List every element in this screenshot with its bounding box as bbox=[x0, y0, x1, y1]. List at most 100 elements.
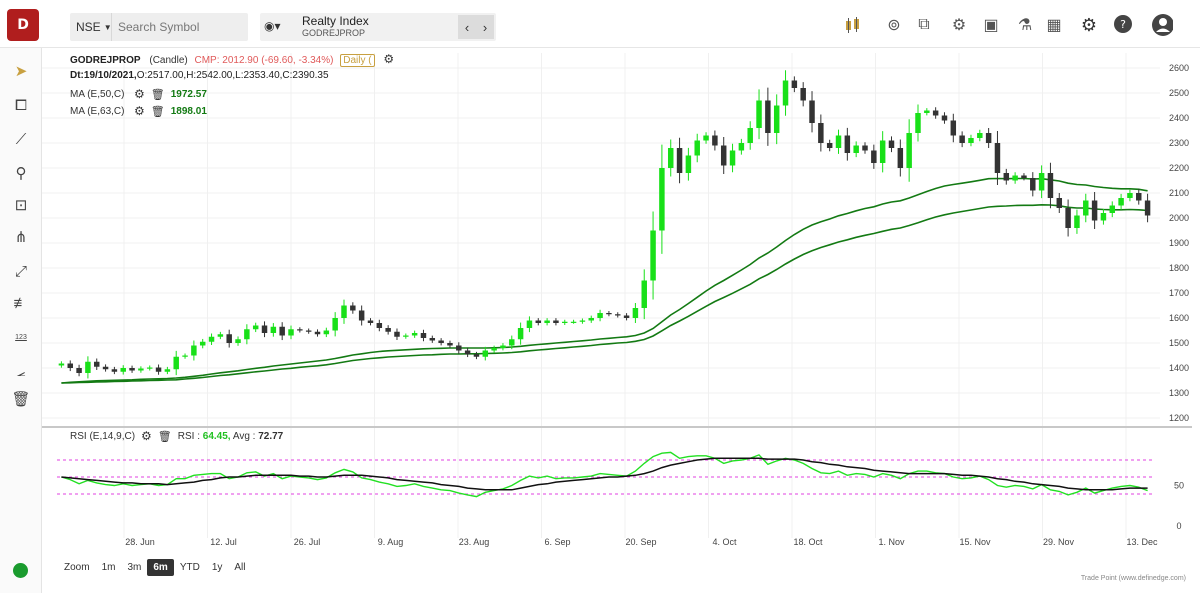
candle-body bbox=[712, 135, 718, 146]
candle-body bbox=[553, 320, 559, 323]
index-name: Realty Index bbox=[302, 14, 369, 28]
indicator-delete-icon[interactable]: 🗑 bbox=[150, 88, 165, 101]
angle-icon[interactable]: ⦟ bbox=[16, 362, 26, 380]
candle-body bbox=[791, 80, 798, 88]
numeric-icon[interactable]: 123 bbox=[15, 333, 27, 341]
zoom-1m[interactable]: 1m bbox=[101, 562, 116, 573]
candle-body bbox=[879, 140, 886, 163]
candle-body bbox=[562, 321, 568, 323]
candle-body bbox=[544, 320, 550, 323]
candle-body bbox=[1127, 193, 1133, 198]
chevron-left-icon[interactable]: ‹ bbox=[464, 19, 470, 35]
help-icon[interactable]: ? bbox=[1112, 15, 1134, 35]
save-icon[interactable]: ▣ bbox=[983, 17, 999, 34]
watch-icon[interactable]: ◉▾ bbox=[264, 19, 281, 33]
user-icon[interactable] bbox=[1151, 14, 1173, 36]
text-note-icon[interactable]: ⊡ bbox=[14, 197, 28, 214]
zoom-all[interactable]: All bbox=[234, 562, 246, 573]
rsi-settings-icon[interactable]: ⚙ bbox=[141, 429, 152, 443]
rsi-tick-label: 0 bbox=[1176, 521, 1181, 531]
indicator-value: 1972.57 bbox=[170, 88, 207, 100]
index-selector[interactable]: ◉▾ Realty Index GODREJPROP ‹ › bbox=[260, 13, 496, 41]
candle-body bbox=[535, 320, 542, 323]
indicator-settings-icon[interactable]: ⚙ bbox=[134, 104, 145, 118]
candle-body bbox=[871, 150, 877, 163]
candle-body bbox=[279, 326, 285, 336]
candle-body bbox=[173, 356, 179, 370]
y-tick-label: 1500 bbox=[1169, 338, 1189, 348]
candle-body bbox=[341, 305, 347, 318]
candle-body bbox=[950, 120, 957, 136]
zoom-1y[interactable]: 1y bbox=[211, 562, 223, 573]
candle-body bbox=[208, 336, 215, 342]
y-tick-label: 2200 bbox=[1169, 163, 1189, 173]
candle-body bbox=[138, 368, 144, 371]
candle-body bbox=[305, 330, 312, 332]
x-tick-label: 26. Jul bbox=[294, 537, 321, 547]
candle-body bbox=[756, 100, 762, 128]
fib-icon[interactable]: ⚲ bbox=[15, 165, 27, 182]
ohlc-open: O:2517.00, bbox=[136, 70, 187, 81]
interval-select[interactable]: Daily ( bbox=[340, 54, 375, 67]
indicator-delete-icon[interactable]: 🗑 bbox=[150, 105, 165, 118]
rsi-label: RSI : bbox=[177, 430, 200, 442]
exchange-label: NSE bbox=[76, 20, 101, 34]
candle-body bbox=[473, 354, 480, 357]
app-logo[interactable]: D bbox=[7, 9, 39, 41]
candle-body bbox=[738, 143, 745, 151]
candle-body bbox=[1047, 173, 1054, 198]
candle-body bbox=[826, 143, 833, 148]
channel-icon[interactable]: ≢ bbox=[13, 294, 29, 312]
exchange-select[interactable]: NSE ▼ bbox=[70, 13, 112, 41]
top-toolbar: D NSE ▼ Search Symbol ◉▾ Realty Index GOD… bbox=[0, 0, 1200, 48]
candle-body bbox=[720, 145, 727, 166]
rsi-readout: RSI : 64.45, Avg : 72.77 bbox=[178, 431, 283, 442]
rsi-indicator-label: RSI (E,14,9,C) bbox=[70, 430, 136, 442]
price-chart[interactable]: 28. Jun 12. Jul 26. Jul 9. Aug 23. Aug 6. Sep… bbox=[42, 48, 1192, 553]
settings-search-icon[interactable]: ⚙ bbox=[951, 17, 967, 34]
indicator-label: MA (E,50,C) bbox=[70, 88, 125, 100]
fork-icon[interactable]: ⋔ bbox=[14, 229, 28, 246]
indicator-row: MA (E,63,C) ⚙ 🗑 1898.01 bbox=[70, 104, 207, 118]
search-input[interactable]: Search Symbol bbox=[118, 20, 200, 34]
y-tick-label: 1400 bbox=[1169, 363, 1189, 373]
gear-icon[interactable]: ⚙ bbox=[1080, 14, 1098, 35]
symbol-search[interactable]: NSE ▼ Search Symbol bbox=[70, 13, 248, 41]
zoom-6m[interactable]: 6m bbox=[147, 559, 174, 576]
candle-body bbox=[235, 339, 241, 343]
zoom-ytd[interactable]: YTD bbox=[179, 562, 200, 573]
candle-body bbox=[288, 329, 294, 336]
ma63-line bbox=[61, 203, 1148, 384]
indicator-settings-icon[interactable]: ⚙ bbox=[134, 87, 145, 101]
snapshot-icon[interactable]: ⊚ bbox=[887, 17, 901, 34]
candle-body bbox=[659, 168, 665, 231]
y-tick-label: 1600 bbox=[1169, 313, 1189, 323]
trendline-icon[interactable]: ⟋ bbox=[15, 130, 27, 148]
candle-body bbox=[244, 329, 250, 340]
ohlc-readout: Dt:19/10/2021,O:2517.00,H:2542.00,L:2353… bbox=[70, 70, 329, 81]
layout-icon[interactable]: ▦ bbox=[1046, 17, 1062, 34]
candle-body bbox=[252, 325, 259, 330]
compare-icon[interactable]: ⧉ bbox=[918, 16, 930, 33]
candle-body bbox=[111, 369, 118, 372]
candle-type-icon[interactable] bbox=[843, 15, 865, 35]
x-tick-label: 12. Jul bbox=[210, 537, 237, 547]
rsi-delete-icon[interactable]: 🗑 bbox=[157, 430, 172, 443]
rectangle-icon[interactable]: ⧠ bbox=[14, 96, 27, 114]
candle-body bbox=[650, 230, 656, 281]
chart-settings-icon[interactable]: ⚙ bbox=[383, 52, 395, 66]
ray-icon[interactable]: ⤢ bbox=[14, 262, 27, 280]
scanner-icon[interactable]: ⚗ bbox=[1017, 17, 1033, 34]
delete-icon[interactable]: 🗑 bbox=[11, 391, 31, 408]
candle-body bbox=[835, 135, 842, 148]
pointer-icon[interactable]: ➤ bbox=[14, 63, 28, 80]
drawing-toolbar: ➤ ⧠ ⟋ ⚲ ⊡ ⋔ ⤢ ≢ 123 ⦟ 🗑 bbox=[0, 48, 42, 593]
chevron-right-icon[interactable]: › bbox=[482, 19, 488, 35]
candle-body bbox=[1012, 175, 1018, 181]
candle-body bbox=[270, 326, 277, 333]
zoom-3m[interactable]: 3m bbox=[127, 562, 142, 573]
candle-body bbox=[358, 310, 365, 321]
chevron-down-icon: ▼ bbox=[103, 22, 112, 32]
connection-status-icon bbox=[13, 563, 28, 578]
zoom-bar: Zoom 1m 3m 6m YTD 1y All bbox=[58, 559, 252, 576]
